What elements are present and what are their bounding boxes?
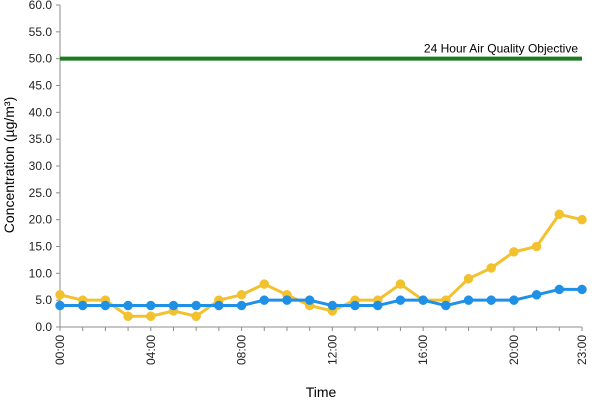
data-point <box>577 214 587 225</box>
x-tick-label: 00:00 <box>53 335 67 365</box>
x-tick-label: 20:00 <box>507 335 521 365</box>
data-point <box>509 295 519 305</box>
y-tick-label: 10.0 <box>29 266 53 280</box>
data-point <box>146 300 156 311</box>
data-point <box>395 279 406 289</box>
data-point <box>509 247 519 257</box>
y-tick-label: 60.0 <box>29 0 53 12</box>
data-point <box>100 300 111 311</box>
y-tick-label: 20.0 <box>29 213 53 227</box>
data-point <box>191 311 201 322</box>
data-point <box>282 295 292 305</box>
data-point <box>146 311 156 322</box>
data-point <box>441 300 451 311</box>
x-tick-label: 12:00 <box>325 335 339 365</box>
data-point <box>372 300 383 311</box>
data-point <box>418 295 428 305</box>
data-point <box>577 284 587 295</box>
data-point <box>304 295 315 305</box>
y-axis: 0.0 5.0 10.0 15.0 20.0 25.0 30.0 35.0 40.0 45.0 50… <box>29 0 61 334</box>
data-point <box>486 295 496 305</box>
data-point <box>259 279 270 289</box>
data-point <box>531 290 542 300</box>
data-point <box>236 300 247 311</box>
y-tick-label: 35.0 <box>29 132 53 146</box>
x-axis-title: Time <box>306 384 337 400</box>
y-tick-label: 50.0 <box>29 52 53 66</box>
y-tick-label: 15.0 <box>29 240 53 254</box>
data-point <box>55 290 65 300</box>
y-axis-title: Concentration (µg/m³) <box>1 97 17 233</box>
series-line <box>60 287 582 308</box>
data-point <box>123 311 133 322</box>
data-point <box>463 273 474 284</box>
data-point <box>214 300 224 311</box>
data-point <box>327 300 338 311</box>
y-tick-label: 5.0 <box>35 293 52 307</box>
data-point <box>236 290 247 300</box>
data-point <box>463 295 474 305</box>
data-point <box>554 284 565 295</box>
data-point <box>554 209 565 220</box>
y-tick-label: 0.0 <box>35 320 52 334</box>
air-quality-objective-label: 24 Hour Air Quality Objective <box>424 42 578 56</box>
y-tick-label: 45.0 <box>29 79 53 93</box>
x-tick-label: 08:00 <box>235 335 249 365</box>
y-tick-label: 25.0 <box>29 186 53 200</box>
data-point <box>486 263 496 273</box>
x-tick-label: 23:00 <box>575 335 589 365</box>
y-tick-label: 30.0 <box>29 159 53 173</box>
y-tick-label: 55.0 <box>29 25 53 39</box>
x-axis: 00:00 04:00 08:00 12:00 16:00 20:00 23:00 <box>53 326 589 365</box>
series-group <box>55 209 587 322</box>
data-point <box>77 300 88 311</box>
data-point <box>350 300 360 311</box>
x-tick-label: 16:00 <box>416 335 430 365</box>
reference-line-group: 24 Hour Air Quality Objective <box>60 42 582 61</box>
data-point <box>395 295 406 305</box>
data-point <box>531 241 542 252</box>
x-tick-label: 04:00 <box>144 335 158 365</box>
data-point <box>259 295 270 305</box>
data-point <box>191 300 201 311</box>
series-2 <box>55 284 587 311</box>
data-point <box>55 300 65 311</box>
y-tick-label: 40.0 <box>29 105 53 119</box>
data-point <box>168 300 179 311</box>
data-point <box>123 300 133 311</box>
